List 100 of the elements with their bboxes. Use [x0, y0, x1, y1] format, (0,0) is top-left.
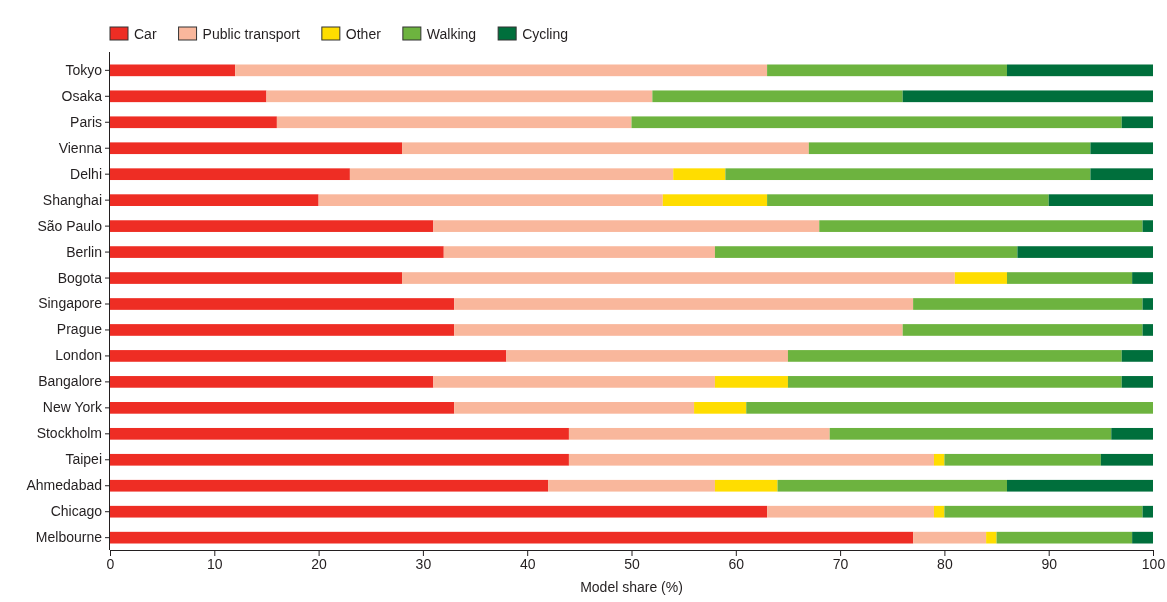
bar: [1142, 298, 1153, 310]
bar: [1111, 427, 1153, 440]
x-tick-label: 30: [415, 555, 432, 572]
bar: [506, 350, 788, 362]
legend-label: Public transport: [202, 26, 300, 42]
bar: [954, 272, 1007, 284]
bar: [1142, 505, 1153, 518]
bar: [673, 168, 726, 181]
y-tick-label: Singapore: [38, 295, 103, 312]
bar: [725, 168, 1091, 181]
bar: [1006, 272, 1133, 284]
bar: [819, 220, 1143, 232]
bar: [933, 453, 945, 466]
bar: [454, 298, 914, 310]
bar: [1017, 246, 1153, 258]
x-tick-label: 0: [106, 555, 115, 572]
y-tick-label: Bangalore: [38, 373, 103, 390]
bar: [767, 64, 1007, 77]
bar: [110, 531, 914, 544]
bar: [276, 116, 632, 129]
bar: [318, 194, 663, 206]
bar: [662, 194, 768, 206]
bar: [808, 142, 1091, 155]
bar: [1121, 350, 1153, 362]
bar: [1132, 272, 1153, 284]
x-tick-label: 100: [1141, 555, 1166, 572]
bar: [1142, 324, 1153, 336]
bar: [652, 90, 903, 103]
bar: [944, 453, 1101, 466]
x-tick-label: 10: [207, 555, 223, 572]
y-tick-label: Tokyo: [65, 61, 103, 78]
legend-label: Walking: [426, 26, 477, 42]
y-tick-label: Melbourne: [35, 529, 103, 546]
bar: [110, 505, 768, 518]
bar: [714, 479, 778, 492]
x-tick-label: 90: [1041, 555, 1058, 572]
y-tick-label: London: [55, 347, 102, 364]
bar: [266, 90, 653, 103]
bar: [110, 453, 569, 466]
bar: [829, 427, 1112, 440]
bar: [902, 324, 1143, 336]
bar: [694, 402, 747, 414]
bar: [110, 298, 455, 310]
bar: [1121, 376, 1153, 388]
bar: [746, 402, 1153, 414]
legend-label: Other: [345, 26, 382, 42]
bar: [110, 324, 455, 336]
bar: [1006, 479, 1153, 492]
bar: [1006, 64, 1153, 77]
bar: [110, 350, 507, 362]
bar: [402, 272, 955, 284]
y-tick-label: New York: [42, 399, 103, 416]
bar: [110, 427, 569, 440]
bar: [996, 531, 1133, 544]
x-tick-label: 50: [624, 555, 640, 572]
x-tick-label: 80: [937, 555, 953, 572]
y-tick-label: Paris: [70, 113, 102, 130]
y-tick-label: Berlin: [66, 243, 102, 260]
bar: [933, 505, 945, 518]
bar: [454, 402, 695, 414]
x-tick-label: 70: [832, 555, 849, 572]
bar: [767, 194, 1049, 206]
bar: [454, 324, 903, 336]
bar: [1121, 116, 1153, 129]
bar: [402, 142, 809, 155]
bar: [110, 168, 350, 181]
x-tick-label: 20: [311, 555, 328, 572]
bar: [1142, 220, 1153, 232]
y-tick-label: Ahmedabad: [26, 477, 102, 494]
bar: [1090, 168, 1153, 181]
bar: [631, 116, 1122, 129]
bar: [777, 479, 1007, 492]
bar: [110, 479, 549, 492]
bar: [110, 272, 403, 284]
bar: [714, 376, 788, 388]
bar: [110, 90, 267, 103]
y-tick-label: Osaka: [61, 87, 103, 104]
bar: [110, 64, 236, 77]
bar: [443, 246, 715, 258]
bar: [110, 116, 277, 129]
bar: [787, 350, 1122, 362]
y-tick-label: Prague: [56, 321, 103, 338]
bar: [913, 298, 1143, 310]
y-tick-label: Chicago: [50, 503, 103, 520]
y-tick-label: Taipei: [65, 451, 102, 468]
y-tick-label: Shanghai: [42, 191, 102, 208]
x-tick-label: 40: [519, 555, 536, 572]
bar: [110, 402, 455, 414]
bar: [433, 376, 715, 388]
y-tick-label: São Paulo: [37, 217, 103, 234]
bar: [1090, 142, 1153, 155]
x-axis-title: Model share (%): [580, 579, 683, 595]
y-tick-label: Stockholm: [36, 425, 102, 442]
x-tick-label: 60: [728, 555, 745, 572]
bar: [1048, 194, 1153, 206]
bar: [986, 531, 997, 544]
bar: [714, 246, 1018, 258]
bar: [1132, 531, 1153, 544]
y-tick-label: Vienna: [58, 139, 103, 156]
bar: [787, 376, 1122, 388]
